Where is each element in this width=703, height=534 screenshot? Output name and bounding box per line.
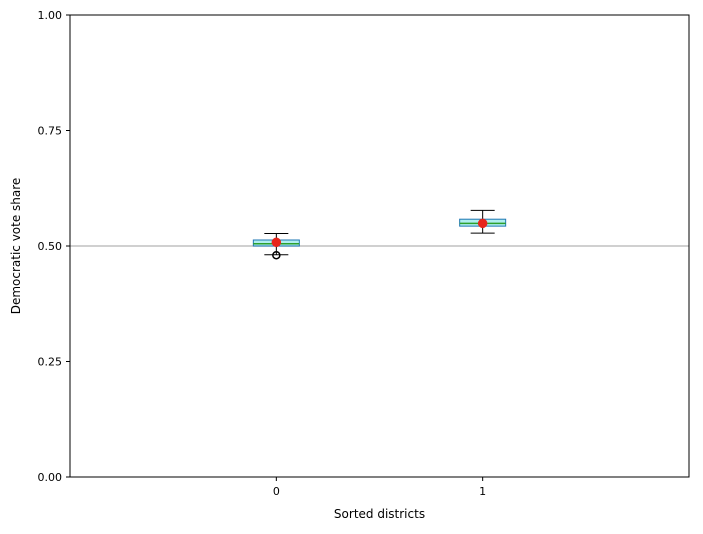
y-tick-label: 0.75	[38, 125, 63, 138]
mean-marker	[271, 237, 282, 248]
x-tick-label: 1	[479, 485, 486, 498]
y-tick-label: 0.25	[38, 356, 63, 369]
x-tick-label: 0	[273, 485, 280, 498]
mean-marker	[477, 218, 488, 229]
y-tick-label: 0.50	[38, 240, 63, 253]
plot-frame	[69, 14, 690, 478]
outlier-point	[272, 250, 281, 260]
y-tick-label: 1.00	[38, 9, 63, 22]
x-axis-label: Sorted districts	[334, 507, 425, 521]
y-axis-label: Democratic vote share	[9, 178, 23, 315]
y-tick-label: 0.00	[38, 471, 63, 484]
